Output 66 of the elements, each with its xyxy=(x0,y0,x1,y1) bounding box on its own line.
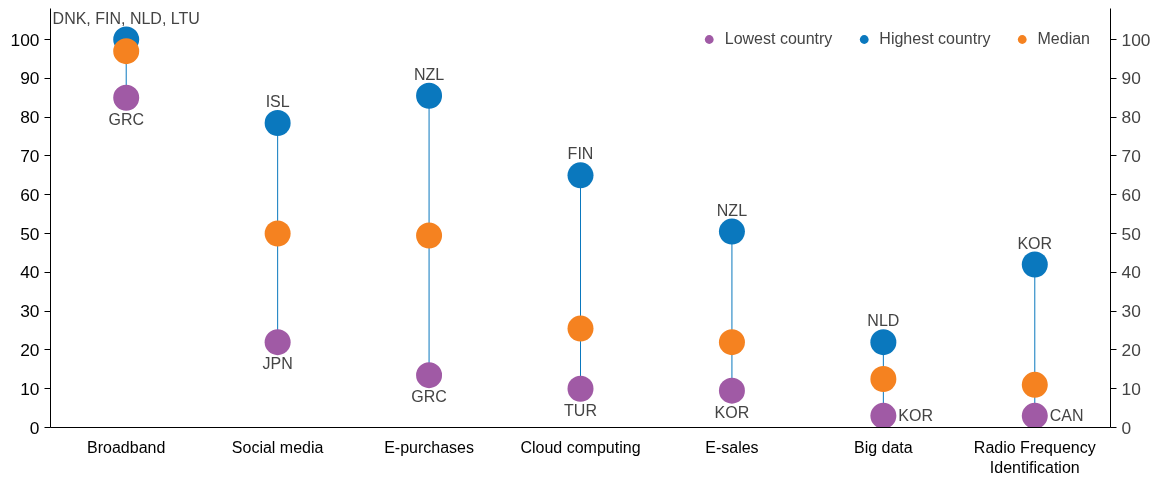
y-tick-label: 60 xyxy=(20,184,40,205)
legend-label: Median xyxy=(1037,30,1090,48)
x-tick-label: Social media xyxy=(231,438,324,456)
y-tick-label: 100 xyxy=(10,29,40,50)
y2-tick-label: 50 xyxy=(1121,223,1141,244)
point xyxy=(416,362,443,389)
y2-tick-label: 40 xyxy=(1121,262,1141,283)
y-tick-label: 20 xyxy=(20,339,40,360)
point xyxy=(264,220,291,247)
annotation: DNK, FIN, NLD, LTU xyxy=(52,9,200,27)
point xyxy=(870,366,897,392)
annotation: KOR xyxy=(898,407,934,425)
y-tick-label: 10 xyxy=(20,378,40,399)
point xyxy=(567,162,594,189)
legend-label: Highest country xyxy=(879,30,991,48)
y-tick-label: 0 xyxy=(29,417,40,438)
point xyxy=(416,222,443,249)
point xyxy=(718,329,745,356)
annotation: GRC xyxy=(108,110,144,128)
y2-tick-label: 10 xyxy=(1121,378,1141,399)
x-tick-label: Radio Frequency Identification xyxy=(973,438,1096,476)
point xyxy=(1021,251,1048,278)
y-tick-label: 40 xyxy=(20,262,40,283)
y2-tick-label: 80 xyxy=(1121,107,1141,128)
annotation: TUR xyxy=(564,401,597,419)
point xyxy=(567,315,594,342)
y2-tick-label: 60 xyxy=(1121,184,1141,205)
point xyxy=(113,38,140,65)
point xyxy=(1021,402,1048,428)
y-tick-label: 50 xyxy=(20,223,40,244)
point xyxy=(870,329,897,356)
x-tick-label: Cloud computing xyxy=(520,438,641,456)
annotation: JPN xyxy=(262,355,293,373)
y-tick-label: 90 xyxy=(20,68,40,89)
y-tick-label: 80 xyxy=(20,107,40,128)
y2-tick-label: 30 xyxy=(1121,301,1141,322)
annotation: GRC xyxy=(411,388,447,406)
annotation: NZL xyxy=(716,201,748,219)
point xyxy=(567,375,594,402)
annotation: KOR xyxy=(714,403,750,421)
y-tick-label: 70 xyxy=(20,145,40,166)
point xyxy=(416,82,443,109)
point xyxy=(264,109,291,136)
annotation: FIN xyxy=(567,145,594,163)
y2-tick-label: 0 xyxy=(1121,417,1132,438)
y2-tick-label: 100 xyxy=(1121,29,1151,50)
point xyxy=(1021,371,1048,398)
y2-tick-label: 90 xyxy=(1121,68,1141,89)
point xyxy=(870,402,897,428)
annotation: CAN xyxy=(1049,407,1084,425)
y2-tick-label: 20 xyxy=(1121,339,1141,360)
point xyxy=(718,218,745,245)
legend-label: Lowest country xyxy=(724,30,833,48)
point xyxy=(718,377,745,404)
y2-tick-label: 70 xyxy=(1121,145,1141,166)
annotation: ISL xyxy=(265,92,290,110)
x-tick-label: Broadband xyxy=(87,438,166,456)
y-tick-label: 30 xyxy=(20,301,40,322)
point xyxy=(113,84,140,111)
point xyxy=(264,329,291,356)
x-tick-label: E-purchases xyxy=(384,438,474,456)
annotation: KOR xyxy=(1017,234,1053,252)
x-tick-label: Big data xyxy=(854,438,913,456)
annotation: NZL xyxy=(413,65,445,83)
annotation: NLD xyxy=(867,312,900,330)
x-tick-label: E-sales xyxy=(705,438,759,456)
